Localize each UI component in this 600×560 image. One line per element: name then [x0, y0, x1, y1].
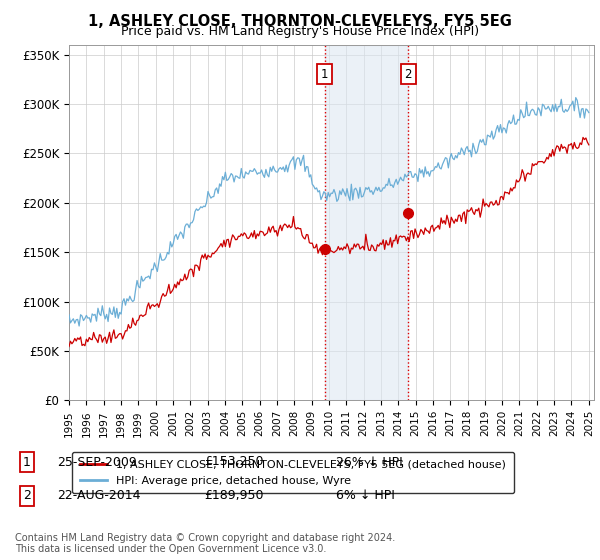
Text: 6% ↓ HPI: 6% ↓ HPI — [336, 489, 395, 502]
Text: Price paid vs. HM Land Registry's House Price Index (HPI): Price paid vs. HM Land Registry's House … — [121, 25, 479, 38]
Bar — [325, 45, 409, 400]
Text: 1: 1 — [23, 455, 31, 469]
Text: 26% ↓ HPI: 26% ↓ HPI — [336, 455, 403, 469]
Text: 2: 2 — [404, 68, 412, 81]
Text: 1, ASHLEY CLOSE, THORNTON-CLEVELEYS, FY5 5EG: 1, ASHLEY CLOSE, THORNTON-CLEVELEYS, FY5… — [88, 14, 512, 29]
Legend: 1, ASHLEY CLOSE, THORNTON-CLEVELEYS, FY5 5EG (detached house), HPI: Average pric: 1, ASHLEY CLOSE, THORNTON-CLEVELEYS, FY5… — [72, 452, 514, 493]
Text: £153,250: £153,250 — [204, 455, 263, 469]
Text: 22-AUG-2014: 22-AUG-2014 — [57, 489, 140, 502]
Text: 25-SEP-2009: 25-SEP-2009 — [57, 455, 137, 469]
Text: 1: 1 — [321, 68, 328, 81]
Text: Contains HM Land Registry data © Crown copyright and database right 2024.
This d: Contains HM Land Registry data © Crown c… — [15, 533, 395, 554]
Text: 2: 2 — [23, 489, 31, 502]
Text: £189,950: £189,950 — [204, 489, 263, 502]
